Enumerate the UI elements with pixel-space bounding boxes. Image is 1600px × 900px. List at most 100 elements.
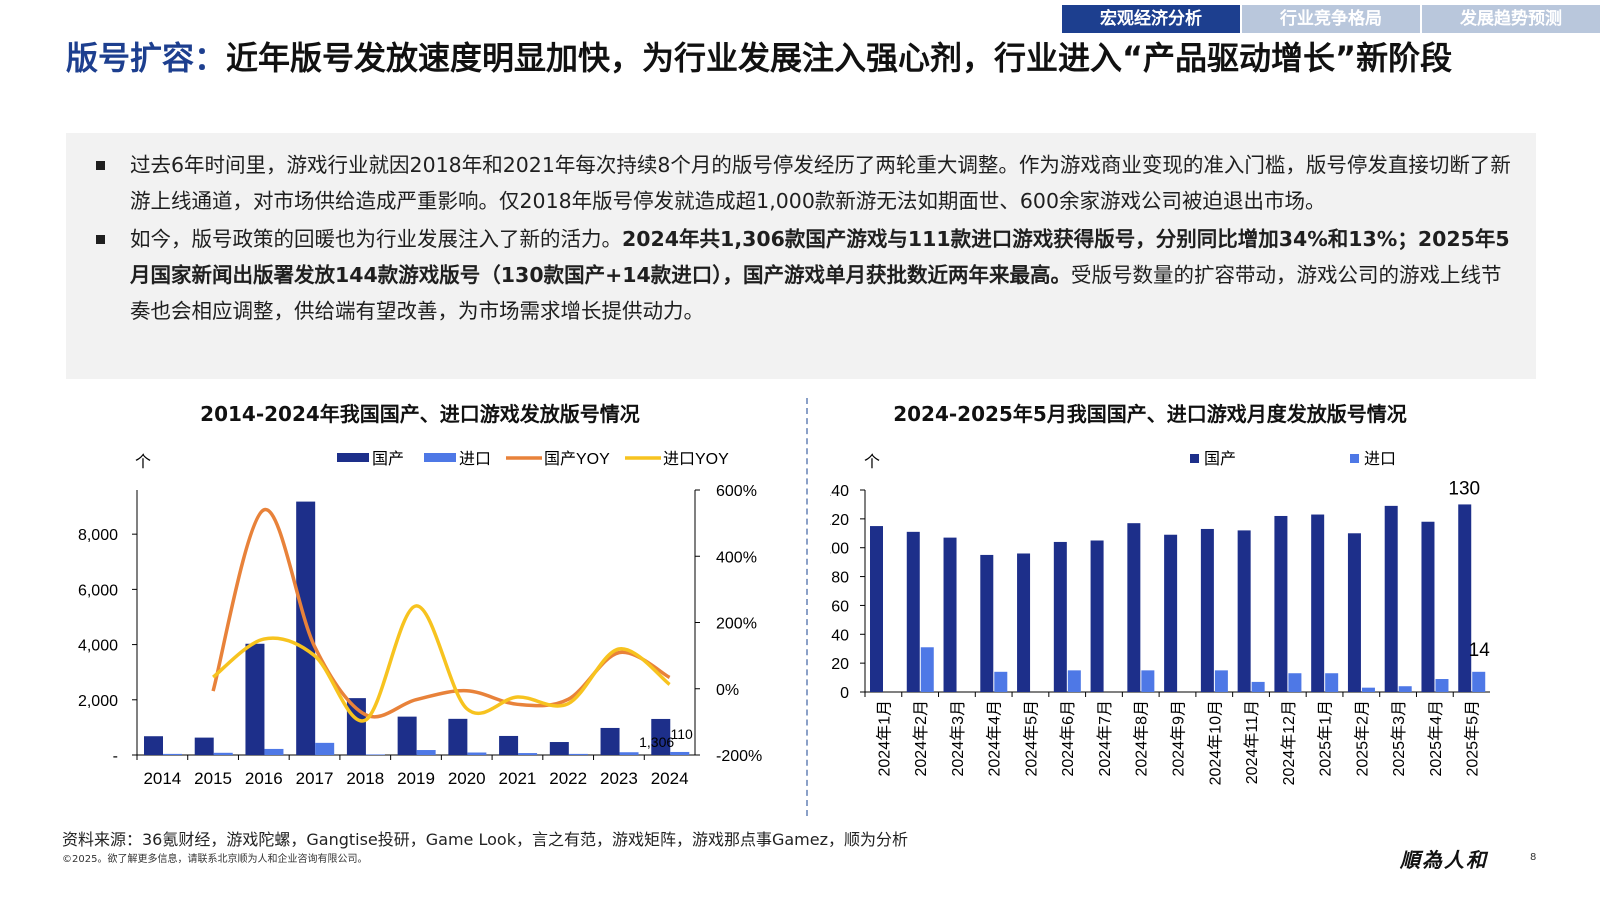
bar-domestic — [1384, 505, 1398, 692]
bar-domestic — [1311, 514, 1325, 692]
tab-competition[interactable]: 行业竞争格局 — [1242, 5, 1420, 33]
bar-import — [1435, 679, 1449, 692]
bar-import — [1361, 687, 1375, 692]
x-tick-label: 2017 — [296, 769, 334, 788]
bar-domestic — [1127, 523, 1141, 692]
bar-import — [920, 647, 934, 692]
x-tick-label: 2024年9月 — [1170, 700, 1188, 777]
x-tick-label: 2016 — [245, 769, 283, 788]
summary-bullet-2: 如今，版号政策的回暖也为行业发展注入了新的活力。2024年共1,306款国产游戏… — [80, 221, 1516, 329]
chart-annual-licenses: 个 - 2,000 4,000 6,000 8,000 -200% 0% 200% 400% 600… — [78, 450, 762, 788]
y-tick-label: 140 — [830, 483, 849, 500]
x-tick-label: 2021 — [499, 769, 537, 788]
x-tick-label: 2018 — [346, 769, 384, 788]
bar-domestic — [1274, 515, 1288, 692]
x-tick-label: 2024 — [651, 769, 689, 788]
bar-import — [264, 748, 284, 755]
bar-domestic — [980, 554, 994, 692]
bar-import — [365, 754, 385, 755]
y-tick-label: 40 — [831, 627, 849, 644]
source-note: 资料来源：36氪财经，游戏陀螺，Gangtise投研，Game Look，言之有… — [62, 830, 908, 849]
x-tick-label: 2015 — [194, 769, 232, 788]
bullet-text-tail: 受版号数量的扩容带动，游戏公司的游戏上线节奏也会相应调整，供给端有望改善，为市场… — [130, 263, 1502, 323]
bar-import — [670, 751, 690, 755]
bullet-text: 过去6年时间里，游戏行业就因2018年和2021年每次持续8个月的版号停发经历了… — [130, 153, 1511, 213]
data-label-domestic-2024: 1,306 — [639, 734, 674, 750]
summary-bullet-1: 过去6年时间里，游戏行业就因2018年和2021年每次持续8个月的版号停发经历了… — [80, 147, 1516, 219]
y-tick-label: 60 — [831, 598, 849, 615]
x-tick-label: 2025年2月 — [1353, 700, 1371, 777]
y-tick-label: 8,000 — [78, 527, 118, 544]
tab-macro-economy[interactable]: 宏观经济分析 — [1062, 5, 1240, 33]
x-tick-label: 2024年4月 — [986, 700, 1004, 777]
bar-domestic — [194, 737, 214, 755]
y-tick-label: 0 — [840, 685, 849, 702]
legend-swatch — [1350, 454, 1359, 463]
y2-tick-label: 0% — [716, 682, 739, 699]
x-tick-label: 2024年8月 — [1133, 700, 1151, 777]
bar-import — [1214, 670, 1228, 692]
legend-swatch — [337, 453, 369, 462]
bar-domestic — [943, 537, 957, 692]
tab-trend-forecast[interactable]: 发展趋势预测 — [1422, 5, 1600, 33]
y-tick-label: - — [113, 748, 118, 765]
bar-domestic — [397, 716, 417, 755]
bar-import — [213, 752, 233, 755]
line-import-yoy — [211, 604, 671, 723]
bullet-bold-text: 2024年共1,306款国产游戏与111款进口游戏获得版号，分别同比增加34%和… — [130, 227, 1510, 287]
y-unit-label: 个 — [864, 453, 880, 471]
bar-import — [1325, 673, 1339, 692]
chart-left-title: 2014-2024年我国国产、进口游戏发放版号情况 — [200, 402, 640, 426]
page-title-text: 近年版号发放速度明显加快，为行业发展注入强心剂，行业进入“产品驱动增长”新阶段 — [226, 39, 1453, 77]
x-tick-label: 2025年4月 — [1427, 700, 1445, 777]
y-tick-label: 2,000 — [78, 693, 118, 710]
bar-domestic — [296, 501, 316, 755]
x-tick-label: 2024年3月 — [949, 700, 967, 777]
chart-right-title: 2024-2025年5月我国国产、进口游戏月度发放版号情况 — [893, 402, 1407, 426]
bar-import — [994, 671, 1008, 692]
bar-domestic — [1200, 528, 1214, 692]
data-label-import-2025-05: 14 — [1469, 640, 1491, 661]
y2-tick-label: 600% — [716, 483, 757, 500]
bar-import — [163, 753, 182, 755]
y-tick-label: 100 — [830, 541, 849, 558]
chart-monthly-licenses: 个 0 20 40 60 80 100 120 140 2024年1月 2024年2月 2024年3月… — [830, 450, 1491, 785]
bullet-square-icon — [96, 235, 105, 244]
data-label-domestic-2025-05: 130 — [1448, 478, 1480, 499]
x-tick-label: 2025年5月 — [1464, 700, 1482, 777]
bullet-text: 如今，版号政策的回暖也为行业发展注入了新的活力。 — [130, 227, 622, 251]
x-tick-label: 2024年1月 — [875, 700, 893, 777]
page-number: 8 — [1530, 852, 1537, 863]
x-tick-label: 2020 — [448, 769, 486, 788]
bar-domestic — [906, 531, 920, 692]
bar-import — [518, 753, 538, 755]
legend-label: 国产 — [372, 450, 404, 468]
y2-tick-label: 200% — [716, 616, 757, 633]
bar-domestic — [1421, 521, 1435, 692]
bar-domestic — [144, 736, 163, 755]
bar-domestic — [1017, 553, 1031, 692]
bar-import — [1398, 686, 1412, 692]
y-tick-label: 120 — [830, 512, 849, 529]
x-tick-label: 2023 — [600, 769, 638, 788]
bar-domestic — [1458, 504, 1472, 692]
x-tick-label: 2024年7月 — [1096, 700, 1114, 777]
bar-domestic — [1090, 540, 1104, 692]
bar-domestic — [1347, 533, 1361, 692]
x-tick-label: 2014 — [143, 769, 181, 788]
bar-import — [1067, 670, 1081, 692]
brand-logo: 順為人和 — [1400, 848, 1488, 872]
page-title-keyword: 版号扩容： — [66, 39, 227, 77]
y2-tick-label: 400% — [716, 549, 757, 566]
y-tick-label: 20 — [831, 656, 849, 673]
x-tick-label: 2024年11月 — [1243, 700, 1261, 784]
x-tick-label: 2025年1月 — [1317, 700, 1335, 777]
bar-domestic — [600, 727, 620, 755]
x-tick-label: 2024年12月 — [1280, 700, 1298, 785]
bar-import — [467, 752, 487, 755]
page-title: 版号扩容：近年版号发放速度明显加快，为行业发展注入强心剂，行业进入“产品驱动增长… — [66, 38, 1556, 78]
bar-domestic — [549, 742, 569, 755]
bar-import — [619, 752, 639, 755]
x-tick-label: 2024年10月 — [1206, 700, 1224, 785]
bar-import — [1472, 671, 1486, 692]
